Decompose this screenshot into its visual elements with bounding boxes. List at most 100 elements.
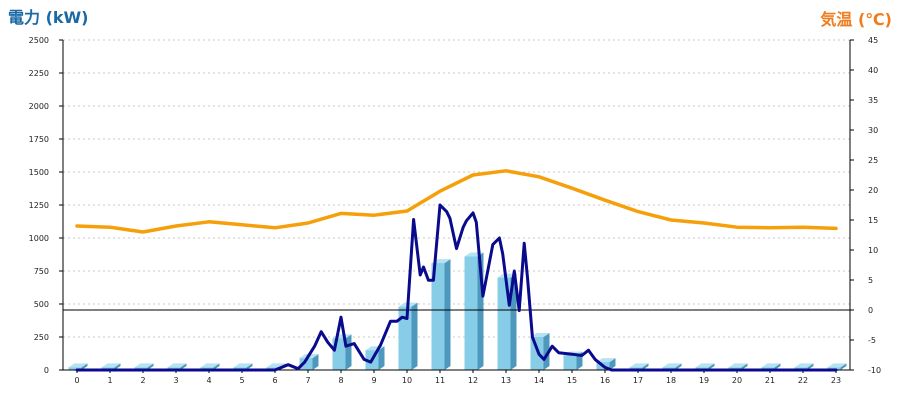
bar-front: [398, 306, 412, 370]
y-right-tick-label: -5: [868, 336, 876, 345]
bar-side: [675, 363, 682, 370]
y-left-tick-label: 2500: [29, 36, 49, 45]
x-tick-label: 9: [371, 376, 376, 385]
bar-side: [642, 363, 649, 370]
bar-side: [213, 363, 220, 370]
y-right-tick-label: 30: [868, 126, 878, 135]
y-right-tick-label: 40: [868, 66, 878, 75]
y-right-tick-label: 0: [868, 306, 873, 315]
bar-top: [596, 358, 616, 363]
bar-side: [345, 334, 352, 370]
bar-top: [68, 363, 88, 368]
bar-side: [741, 363, 748, 370]
y-right-tick-label: 45: [868, 36, 878, 45]
x-tick-label: 3: [173, 376, 178, 385]
y-left-tick-label: 750: [34, 267, 49, 276]
bar-top: [695, 363, 715, 368]
bar-side: [114, 363, 121, 370]
power-bar: [431, 259, 451, 370]
bar-front: [464, 256, 478, 370]
power-bar: [530, 333, 550, 370]
y-right-tick-label: 10: [868, 246, 878, 255]
bar-side: [312, 354, 319, 370]
bar-side: [807, 363, 814, 370]
y-right-tick-label: 5: [868, 276, 873, 285]
bar-top: [662, 363, 682, 368]
bar-top: [200, 363, 220, 368]
bar-side: [510, 273, 517, 370]
bar-top: [101, 363, 121, 368]
x-tick-label: 2: [140, 376, 145, 385]
y-left-tick-label: 1500: [29, 168, 49, 177]
x-tick-label: 23: [831, 376, 841, 385]
x-tick-label: 14: [534, 376, 544, 385]
x-tick-label: 16: [600, 376, 610, 385]
x-tick-label: 11: [435, 376, 445, 385]
bar-top: [629, 363, 649, 368]
x-tick-label: 12: [468, 376, 478, 385]
bar-side: [708, 363, 715, 370]
bar-side: [246, 363, 253, 370]
bar-side: [147, 363, 154, 370]
x-tick-label: 21: [765, 376, 775, 385]
bar-top: [134, 363, 154, 368]
y-left-tick-label: 1250: [29, 201, 49, 210]
x-tick-label: 0: [74, 376, 79, 385]
x-tick-label: 22: [798, 376, 808, 385]
y-right-tick-label: 20: [868, 186, 878, 195]
x-tick-label: 8: [338, 376, 343, 385]
y-left-tick-label: 2000: [29, 102, 49, 111]
y-left-tick-label: 1750: [29, 135, 49, 144]
bar-top: [233, 363, 253, 368]
x-tick-label: 1: [107, 376, 112, 385]
bar-front: [431, 263, 445, 370]
x-tick-label: 15: [567, 376, 577, 385]
bar-top: [761, 363, 781, 368]
bar-side: [840, 363, 847, 370]
temperature-line: [75, 169, 838, 234]
bar-side: [81, 363, 88, 370]
y-left-tick-label: 2250: [29, 69, 49, 78]
power-bar: [68, 363, 88, 370]
bar-side: [774, 363, 781, 370]
bar-side: [609, 358, 616, 370]
bar-front: [563, 355, 577, 370]
x-tick-label: 4: [206, 376, 211, 385]
power-line: [75, 203, 838, 372]
bar-top: [794, 363, 814, 368]
y-right-tick-label: 35: [868, 96, 878, 105]
x-tick-label: 19: [699, 376, 709, 385]
bar-side: [444, 259, 451, 370]
bar-front: [68, 367, 82, 370]
bar-top: [728, 363, 748, 368]
power-bar: [398, 302, 418, 370]
x-tick-label: 6: [272, 376, 277, 385]
bar-top: [167, 363, 187, 368]
bar-side: [411, 302, 418, 370]
bar-side: [543, 333, 550, 370]
x-tick-label: 10: [402, 376, 412, 385]
bar-top: [530, 333, 550, 337]
x-tick-label: 17: [633, 376, 643, 385]
left-axis-title: 電力 (kW): [8, 8, 89, 27]
y-left-tick-label: 500: [34, 300, 49, 309]
y-right-tick-label: 25: [868, 156, 878, 165]
bar-front: [530, 337, 544, 370]
x-tick-label: 5: [239, 376, 244, 385]
bar-side: [378, 346, 385, 370]
y-left-tick-label: 1000: [29, 234, 49, 243]
y-right-tick-label: 15: [868, 216, 878, 225]
x-tick-label: 13: [501, 376, 511, 385]
y-left-tick-label: 0: [44, 366, 49, 375]
y-right-tick-label: -10: [868, 366, 881, 375]
x-tick-label: 20: [732, 376, 742, 385]
right-axis-title: 気温 (℃): [820, 10, 892, 29]
bar-top: [827, 363, 847, 368]
x-tick-label: 7: [305, 376, 310, 385]
bar-side: [180, 363, 187, 370]
power-bar: [365, 346, 385, 370]
x-tick-label: 18: [666, 376, 676, 385]
bar-front: [299, 358, 313, 370]
y-left-tick-label: 250: [34, 333, 49, 342]
